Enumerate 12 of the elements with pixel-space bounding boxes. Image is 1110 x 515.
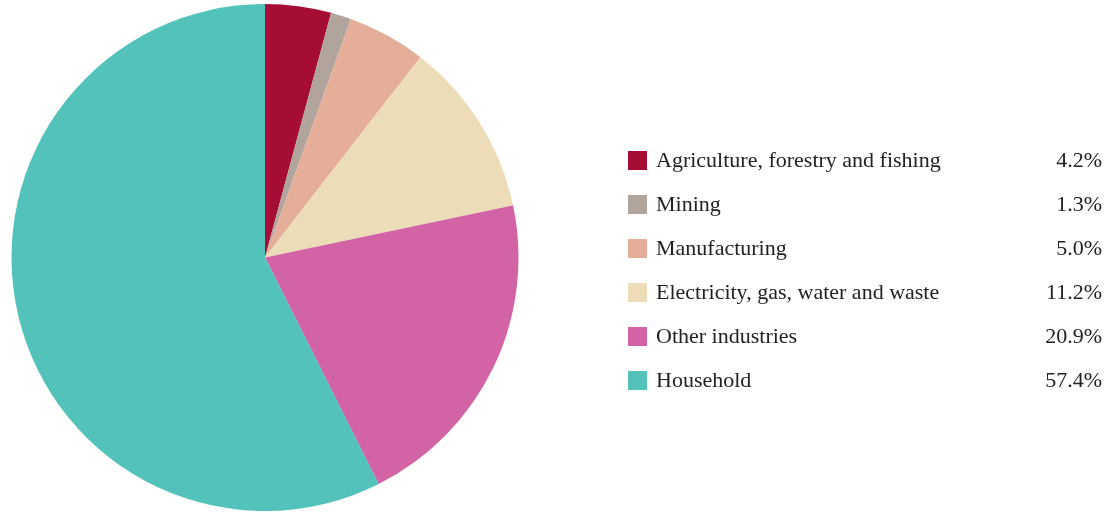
legend-label: Electricity, gas, water and waste (656, 279, 941, 305)
data-label: 5.0% (1056, 235, 1102, 261)
legend-label: Manufacturing (656, 235, 788, 261)
legend-label: Other industries (656, 323, 799, 349)
legend-label: Agriculture, forestry and fishing (656, 147, 942, 173)
data-label: 57.4% (1045, 367, 1102, 393)
data-label: 1.3% (1056, 191, 1102, 217)
data-label: 11.2% (1045, 279, 1102, 305)
data-label: 4.2% (1056, 147, 1102, 173)
legend-label: Household (656, 367, 753, 393)
data-label: 20.9% (1045, 323, 1102, 349)
legend-label: Mining (656, 191, 722, 217)
